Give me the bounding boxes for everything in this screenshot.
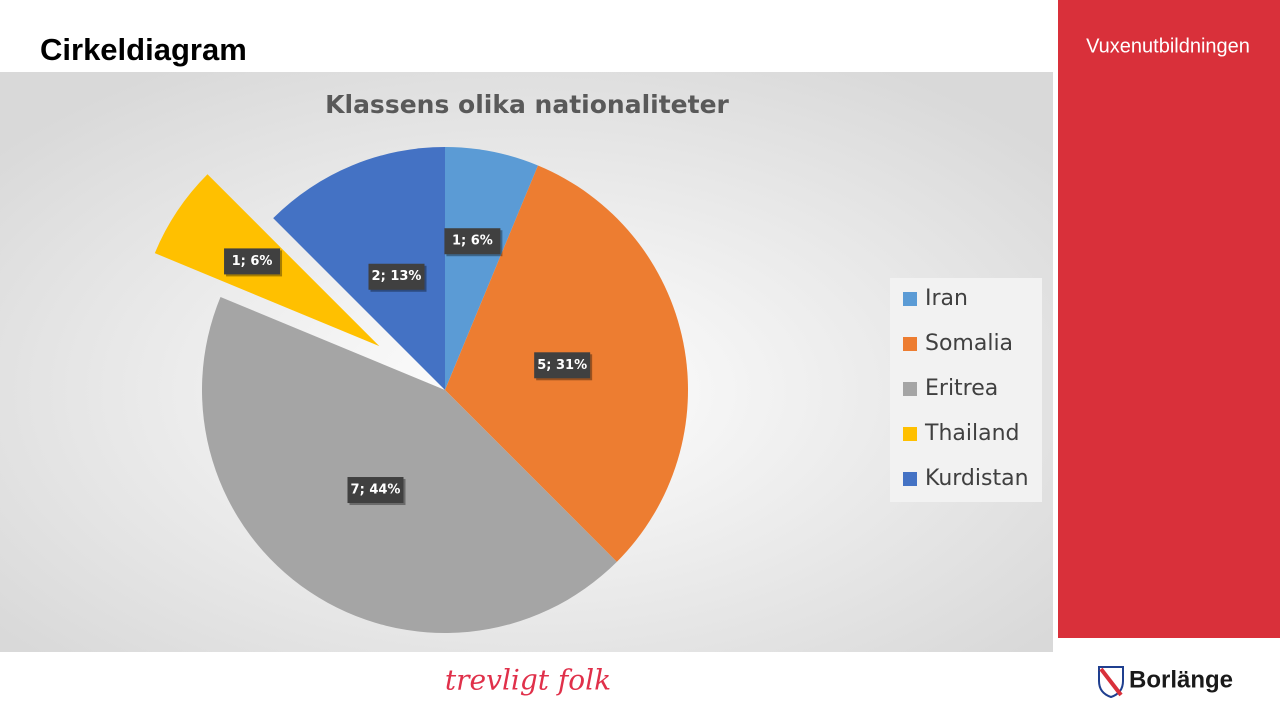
legend-label: Somalia <box>925 331 1013 356</box>
pie-slice <box>273 147 445 390</box>
label-box <box>368 263 425 290</box>
footer-logo: trevligt folk <box>445 664 611 697</box>
side-label: Vuxenutbildningen <box>1086 35 1250 57</box>
legend-swatch <box>903 382 917 396</box>
pie-slice <box>445 147 538 390</box>
pie-slice <box>201 297 617 634</box>
legend-swatch <box>903 427 917 441</box>
legend-label: Thailand <box>924 421 1019 446</box>
slide-title: Cirkeldiagram <box>40 32 247 67</box>
legend-swatch <box>903 472 917 486</box>
legend-swatch <box>903 337 917 351</box>
legend-swatch <box>903 292 917 306</box>
data-label: 7; 44% <box>351 483 401 498</box>
data-label: 5; 31% <box>537 358 587 373</box>
chart-title: Klassens olika nationaliteter <box>325 90 729 119</box>
data-label: 1; 6% <box>452 234 493 249</box>
legend-label: Iran <box>925 286 968 311</box>
legend-label: Kurdistan <box>925 466 1029 491</box>
brand-shield-stripe <box>1099 667 1123 697</box>
footer-brand: Borlänge <box>1129 666 1233 693</box>
label-box <box>534 352 591 379</box>
side-panel <box>1058 0 1280 638</box>
data-label: 1; 6% <box>232 254 273 269</box>
label-box <box>347 477 404 504</box>
legend-label: Eritrea <box>925 376 998 401</box>
label-box <box>224 248 281 275</box>
label-box <box>444 228 501 255</box>
data-label: 2; 13% <box>372 269 422 284</box>
